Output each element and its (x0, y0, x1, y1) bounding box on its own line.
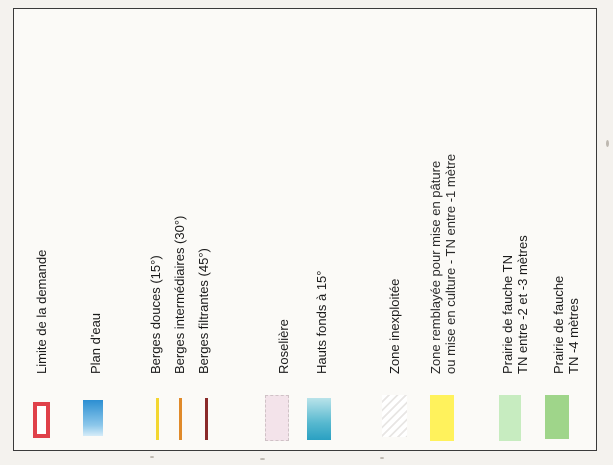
scan-speck (260, 458, 265, 460)
legend-label-prairie-2: Prairie de fauche TN -4 mètres (551, 275, 581, 374)
legend-label-limite: Limite de la demande (34, 249, 49, 374)
reed-bed-symbol (265, 395, 289, 441)
brown-bank-line (205, 398, 208, 440)
legend-label-roseliere: Roselière (276, 319, 291, 374)
scan-speck (150, 456, 154, 458)
legend-label-berges-douces: Berges douces (15°) (148, 255, 163, 374)
orange-bank-line (179, 398, 182, 440)
deep-meadow-symbol (545, 395, 569, 439)
legend-label-plan-eau: Plan d'eau (88, 312, 103, 374)
scan-speck (380, 457, 384, 459)
hay-meadow-symbol (499, 395, 521, 441)
water-body-symbol (83, 400, 103, 436)
unused-zone-symbol (382, 395, 407, 437)
limit-boundary-symbol (33, 402, 50, 438)
legend-label-berges-intermediaires: Berges intermédiaires (30°) (172, 215, 187, 374)
backfilled-zone-symbol (430, 395, 454, 441)
yellow-bank-line (156, 398, 159, 440)
shallows-symbol (307, 398, 331, 440)
scan-speck (606, 140, 609, 147)
legend-label-prairie-1: Prairie de fauche TN TN entre -2 et -3 m… (500, 235, 530, 374)
legend-frame (13, 8, 597, 451)
legend-label-berges-filtrantes: Berges filtrantes (45°) (196, 248, 211, 374)
legend-label-zone-inexploitee: Zone inexploitée (387, 278, 402, 374)
legend-label-hauts-fonds: Hauts fonds à 15° (314, 270, 329, 375)
legend-label-zone-remblayee: Zone remblayée pour mise en pâture ou mi… (428, 153, 458, 374)
